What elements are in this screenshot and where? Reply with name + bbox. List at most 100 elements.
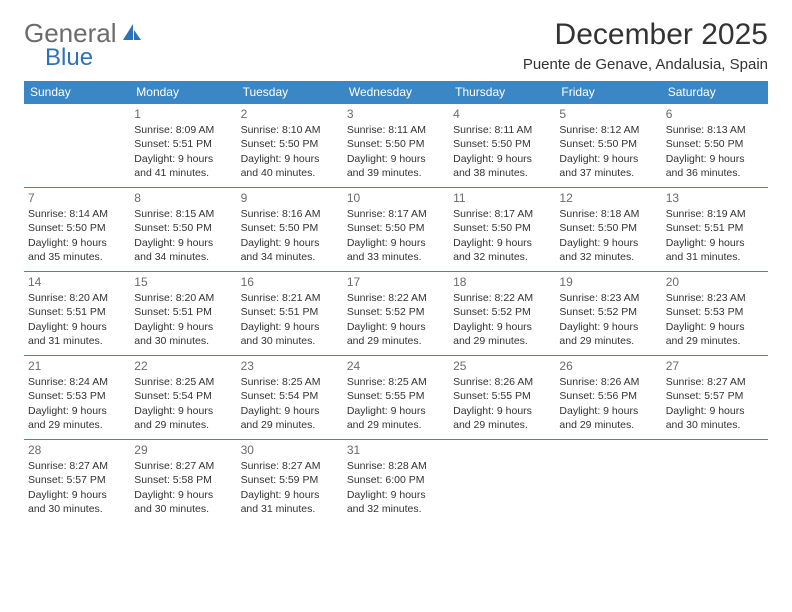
day-detail-line: Daylight: 9 hours	[28, 404, 126, 418]
day-detail-line: Sunrise: 8:25 AM	[347, 375, 445, 389]
calendar-body: 1Sunrise: 8:09 AMSunset: 5:51 PMDaylight…	[24, 104, 768, 524]
day-number: 21	[28, 358, 126, 374]
day-detail-line: and 29 minutes.	[559, 334, 657, 348]
day-detail-line: and 30 minutes.	[666, 418, 764, 432]
day-detail-line: Daylight: 9 hours	[134, 152, 232, 166]
day-number: 7	[28, 190, 126, 206]
day-detail-line: and 31 minutes.	[28, 334, 126, 348]
day-detail-line: and 29 minutes.	[134, 418, 232, 432]
day-detail-line: Daylight: 9 hours	[666, 320, 764, 334]
day-number: 20	[666, 274, 764, 290]
day-detail-line: Sunset: 5:59 PM	[241, 473, 339, 487]
day-detail-line: Sunrise: 8:13 AM	[666, 123, 764, 137]
day-detail-line: and 29 minutes.	[347, 334, 445, 348]
day-detail-line: Daylight: 9 hours	[134, 236, 232, 250]
day-detail-line: Daylight: 9 hours	[28, 488, 126, 502]
day-detail-line: Sunrise: 8:26 AM	[559, 375, 657, 389]
day-detail-line: Sunrise: 8:12 AM	[559, 123, 657, 137]
day-number: 14	[28, 274, 126, 290]
weekday-header: Sunday	[24, 81, 130, 104]
day-detail-line: and 31 minutes.	[666, 250, 764, 264]
day-detail-line: Daylight: 9 hours	[666, 404, 764, 418]
day-detail-line: Daylight: 9 hours	[347, 152, 445, 166]
day-detail-line: Daylight: 9 hours	[241, 236, 339, 250]
day-detail-line: and 33 minutes.	[347, 250, 445, 264]
day-number: 25	[453, 358, 551, 374]
calendar-cell: 17Sunrise: 8:22 AMSunset: 5:52 PMDayligh…	[343, 272, 449, 356]
calendar-cell: 22Sunrise: 8:25 AMSunset: 5:54 PMDayligh…	[130, 356, 236, 440]
day-number: 29	[134, 442, 232, 458]
day-detail-line: Sunrise: 8:09 AM	[134, 123, 232, 137]
calendar-cell: 23Sunrise: 8:25 AMSunset: 5:54 PMDayligh…	[237, 356, 343, 440]
day-number: 22	[134, 358, 232, 374]
day-detail-line: Sunrise: 8:18 AM	[559, 207, 657, 221]
day-detail-line: Sunrise: 8:25 AM	[241, 375, 339, 389]
day-detail-line: Daylight: 9 hours	[28, 320, 126, 334]
day-number: 11	[453, 190, 551, 206]
calendar-cell: 24Sunrise: 8:25 AMSunset: 5:55 PMDayligh…	[343, 356, 449, 440]
day-number: 2	[241, 106, 339, 122]
calendar-row: 1Sunrise: 8:09 AMSunset: 5:51 PMDaylight…	[24, 104, 768, 188]
day-detail-line: Sunset: 5:52 PM	[559, 305, 657, 319]
day-detail-line: Sunset: 5:50 PM	[559, 221, 657, 235]
day-number: 30	[241, 442, 339, 458]
day-number: 16	[241, 274, 339, 290]
weekday-header: Saturday	[662, 81, 768, 104]
day-detail-line: and 30 minutes.	[28, 502, 126, 516]
day-detail-line: Daylight: 9 hours	[453, 152, 551, 166]
day-detail-line: Daylight: 9 hours	[241, 404, 339, 418]
day-detail-line: Daylight: 9 hours	[347, 404, 445, 418]
calendar-cell: 29Sunrise: 8:27 AMSunset: 5:58 PMDayligh…	[130, 440, 236, 524]
header: General Blue December 2025 Puente de Gen…	[24, 18, 768, 73]
weekday-header: Tuesday	[237, 81, 343, 104]
calendar-table: SundayMondayTuesdayWednesdayThursdayFrid…	[24, 81, 768, 524]
day-detail-line: and 40 minutes.	[241, 166, 339, 180]
day-detail-line: Sunset: 5:50 PM	[666, 137, 764, 151]
day-detail-line: Daylight: 9 hours	[453, 320, 551, 334]
day-detail-line: Sunset: 5:53 PM	[28, 389, 126, 403]
calendar-cell-empty	[662, 440, 768, 524]
day-number: 26	[559, 358, 657, 374]
day-detail-line: Sunset: 5:56 PM	[559, 389, 657, 403]
day-detail-line: Daylight: 9 hours	[241, 488, 339, 502]
calendar-cell-empty	[24, 104, 130, 188]
day-number: 19	[559, 274, 657, 290]
day-detail-line: and 32 minutes.	[347, 502, 445, 516]
day-detail-line: Sunset: 5:50 PM	[453, 221, 551, 235]
day-detail-line: Daylight: 9 hours	[453, 236, 551, 250]
day-detail-line: Daylight: 9 hours	[559, 320, 657, 334]
calendar-cell: 13Sunrise: 8:19 AMSunset: 5:51 PMDayligh…	[662, 188, 768, 272]
day-detail-line: Sunset: 5:52 PM	[453, 305, 551, 319]
calendar-cell: 26Sunrise: 8:26 AMSunset: 5:56 PMDayligh…	[555, 356, 661, 440]
day-detail-line: Daylight: 9 hours	[559, 404, 657, 418]
day-detail-line: and 29 minutes.	[559, 418, 657, 432]
calendar-cell: 21Sunrise: 8:24 AMSunset: 5:53 PMDayligh…	[24, 356, 130, 440]
day-detail-line: and 32 minutes.	[453, 250, 551, 264]
day-detail-line: Daylight: 9 hours	[347, 236, 445, 250]
day-detail-line: Sunset: 5:51 PM	[134, 137, 232, 151]
day-detail-line: Daylight: 9 hours	[453, 404, 551, 418]
day-detail-line: Sunset: 5:50 PM	[28, 221, 126, 235]
day-detail-line: Daylight: 9 hours	[134, 320, 232, 334]
day-detail-line: Sunrise: 8:24 AM	[28, 375, 126, 389]
day-number: 23	[241, 358, 339, 374]
day-number: 28	[28, 442, 126, 458]
day-detail-line: Sunrise: 8:27 AM	[666, 375, 764, 389]
day-detail-line: Sunset: 5:54 PM	[134, 389, 232, 403]
day-number: 8	[134, 190, 232, 206]
weekday-header: Monday	[130, 81, 236, 104]
day-number: 3	[347, 106, 445, 122]
day-detail-line: Daylight: 9 hours	[559, 236, 657, 250]
day-number: 12	[559, 190, 657, 206]
day-detail-line: Sunset: 5:55 PM	[453, 389, 551, 403]
day-detail-line: Daylight: 9 hours	[666, 236, 764, 250]
day-detail-line: Sunrise: 8:17 AM	[347, 207, 445, 221]
calendar-row: 14Sunrise: 8:20 AMSunset: 5:51 PMDayligh…	[24, 272, 768, 356]
day-detail-line: Sunrise: 8:27 AM	[241, 459, 339, 473]
day-detail-line: Daylight: 9 hours	[28, 236, 126, 250]
calendar-cell-empty	[555, 440, 661, 524]
day-detail-line: Daylight: 9 hours	[134, 488, 232, 502]
day-detail-line: Sunset: 5:51 PM	[666, 221, 764, 235]
day-detail-line: and 29 minutes.	[453, 418, 551, 432]
day-detail-line: Daylight: 9 hours	[666, 152, 764, 166]
